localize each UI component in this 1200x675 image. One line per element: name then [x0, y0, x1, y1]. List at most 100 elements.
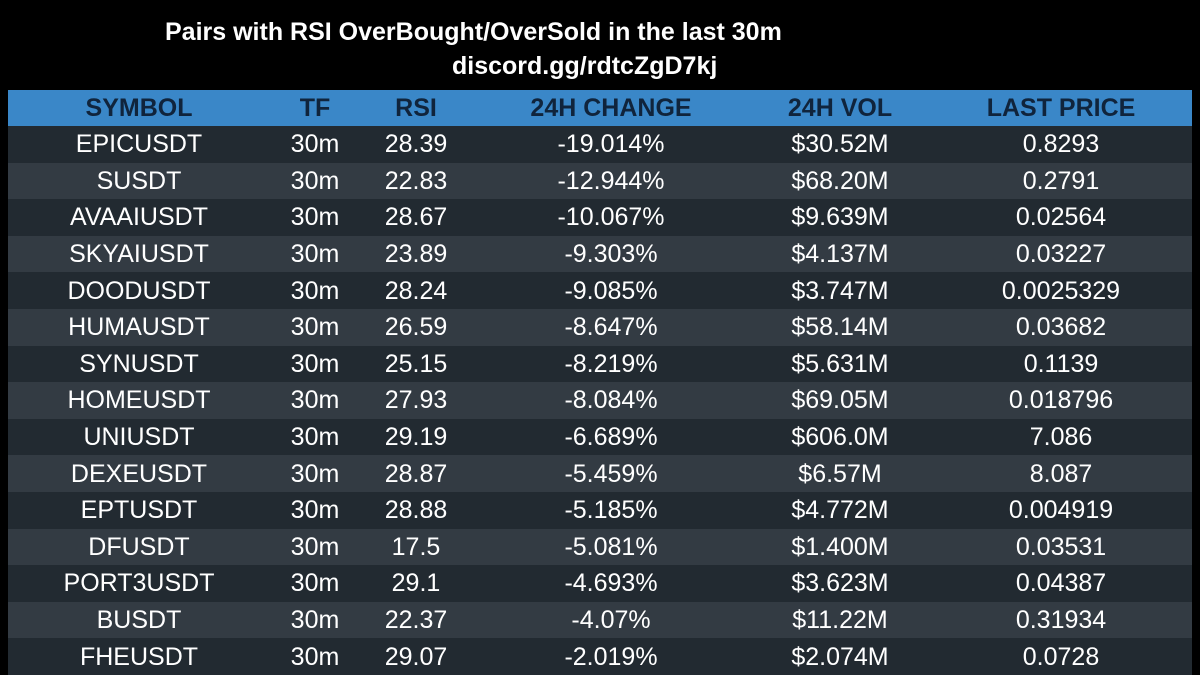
table-row: SYNUSDT 30m 25.15 -8.219% $5.631M 0.1139: [8, 345, 1192, 383]
cell-symbol: HUMAUSDT: [68, 313, 210, 342]
cell-24h-vol: $58.14M: [791, 313, 889, 342]
cell-24h-change: -10.067%: [557, 203, 665, 232]
cell-last-price: 0.2791: [1022, 166, 1100, 195]
cell-symbol: EPICUSDT: [75, 130, 203, 159]
cell-last-price: 0.8293: [1022, 130, 1100, 159]
cell-24h-vol: $69.05M: [791, 386, 889, 415]
table-row: UNIUSDT 30m 29.19 -6.689% $606.0M 7.086: [8, 418, 1192, 456]
table-row: FHEUSDT 30m 29.07 -2.019% $2.074M 0.0728: [8, 638, 1192, 675]
cell-tf: 30m: [290, 166, 340, 195]
cell-symbol: SUSDT: [96, 166, 182, 195]
column-header-last-price: LAST PRICE: [986, 94, 1136, 122]
table-row: AVAAIUSDT 30m 28.67 -10.067% $9.639M 0.02564: [8, 199, 1192, 236]
cell-24h-change: -9.085%: [564, 276, 658, 305]
cell-24h-change: -8.084%: [564, 386, 658, 415]
cell-24h-change: -4.07%: [571, 606, 651, 635]
cell-tf: 30m: [290, 313, 340, 342]
cell-rsi: 23.89: [384, 240, 448, 269]
cell-last-price: 0.31934: [1015, 606, 1107, 635]
cell-rsi: 26.59: [384, 313, 448, 342]
cell-24h-vol: $3.747M: [791, 276, 889, 305]
cell-tf: 30m: [290, 203, 340, 232]
discord-link: discord.gg/rdtcZgD7kj: [452, 52, 718, 80]
column-header-symbol: SYMBOL: [85, 94, 193, 122]
cell-tf: 30m: [290, 459, 340, 488]
cell-tf: 30m: [290, 240, 340, 269]
cell-rsi: 27.93: [384, 386, 448, 415]
table-row: DFUSDT 30m 17.5 -5.081% $1.400M 0.03531: [8, 528, 1192, 566]
cell-last-price: 0.03227: [1015, 240, 1107, 269]
cell-24h-vol: $3.623M: [791, 569, 889, 598]
cell-tf: 30m: [290, 349, 340, 378]
table-row: BUSDT 30m 22.37 -4.07% $11.22M 0.31934: [8, 601, 1192, 639]
cell-rsi: 29.07: [384, 642, 448, 671]
cell-tf: 30m: [290, 130, 340, 159]
table-row: PORT3USDT 30m 29.1 -4.693% $3.623M 0.04387: [8, 565, 1192, 602]
cell-rsi: 28.39: [384, 130, 448, 159]
cell-24h-vol: $11.22M: [792, 606, 888, 635]
cell-tf: 30m: [290, 276, 340, 305]
cell-24h-change: -2.019%: [564, 642, 658, 671]
cell-24h-vol: $68.20M: [791, 166, 889, 195]
cell-last-price: 0.0728: [1022, 642, 1100, 671]
cell-symbol: DFUSDT: [88, 532, 190, 561]
cell-rsi: 22.37: [384, 606, 448, 635]
cell-symbol: AVAAIUSDT: [70, 203, 208, 232]
cell-tf: 30m: [290, 532, 340, 561]
cell-symbol: DEXEUSDT: [70, 459, 208, 488]
cell-rsi: 28.24: [384, 276, 448, 305]
cell-tf: 30m: [290, 569, 340, 598]
table-row: DOODUSDT 30m 28.24 -9.085% $3.747M 0.0025329: [8, 272, 1192, 309]
rsi-table: SYMBOL TF RSI 24H CHANGE 24H VOL LAST PR…: [8, 90, 1192, 675]
cell-24h-change: -5.081%: [564, 532, 658, 561]
cell-last-price: 0.018796: [1008, 386, 1114, 415]
table-row: SUSDT 30m 22.83 -12.944% $68.20M 0.2791: [8, 162, 1192, 200]
cell-last-price: 0.04387: [1015, 569, 1107, 598]
page-title: Pairs with RSI OverBought/OverSold in th…: [165, 18, 782, 46]
cell-24h-change: -8.647%: [564, 313, 658, 342]
cell-last-price: 0.1139: [1023, 349, 1099, 378]
cell-24h-vol: $5.631M: [791, 349, 889, 378]
table-row: HOMEUSDT 30m 27.93 -8.084% $69.05M 0.018796: [8, 382, 1192, 419]
table-row: EPICUSDT 30m 28.39 -19.014% $30.52M 0.8293: [8, 126, 1192, 163]
table-row: DEXEUSDT 30m 28.87 -5.459% $6.57M 8.087: [8, 455, 1192, 492]
cell-24h-vol: $2.074M: [791, 642, 889, 671]
table-row: EPTUSDT 30m 28.88 -5.185% $4.772M 0.004919: [8, 491, 1192, 529]
cell-last-price: 0.004919: [1008, 496, 1114, 525]
cell-symbol: UNIUSDT: [83, 423, 195, 452]
cell-rsi: 17.5: [391, 532, 441, 561]
cell-last-price: 0.03531: [1015, 532, 1107, 561]
cell-last-price: 8.087: [1029, 459, 1093, 488]
cell-symbol: PORT3USDT: [63, 569, 215, 598]
cell-rsi: 29.19: [384, 423, 448, 452]
cell-symbol: FHEUSDT: [79, 642, 199, 671]
cell-tf: 30m: [290, 423, 340, 452]
cell-24h-vol: $30.52M: [791, 130, 889, 159]
table-row: HUMAUSDT 30m 26.59 -8.647% $58.14M 0.03682: [8, 308, 1192, 346]
cell-symbol: SYNUSDT: [79, 349, 199, 378]
column-header-tf: TF: [299, 94, 331, 122]
cell-symbol: EPTUSDT: [80, 496, 198, 525]
column-header-24h-vol: 24H VOL: [787, 94, 893, 122]
cell-symbol: HOMEUSDT: [67, 386, 211, 415]
cell-24h-vol: $4.137M: [791, 240, 889, 269]
cell-24h-vol: $4.772M: [791, 496, 889, 525]
cell-24h-change: -5.185%: [564, 496, 658, 525]
cell-24h-change: -8.219%: [564, 349, 658, 378]
cell-symbol: DOODUSDT: [67, 276, 211, 305]
cell-last-price: 0.0025329: [1001, 276, 1121, 305]
cell-tf: 30m: [290, 606, 340, 635]
cell-24h-change: -9.303%: [564, 240, 658, 269]
cell-rsi: 28.67: [384, 203, 448, 232]
cell-24h-vol: $6.57M: [798, 459, 882, 488]
cell-tf: 30m: [290, 642, 340, 671]
cell-rsi: 25.15: [384, 349, 448, 378]
column-header-24h-change: 24H CHANGE: [530, 94, 692, 122]
cell-24h-vol: $606.0M: [791, 423, 889, 452]
cell-24h-change: -4.693%: [564, 569, 658, 598]
cell-tf: 30m: [290, 496, 340, 525]
cell-last-price: 0.02564: [1015, 203, 1107, 232]
cell-24h-vol: $1.400M: [791, 532, 889, 561]
cell-rsi: 28.88: [384, 496, 448, 525]
cell-24h-change: -6.689%: [564, 423, 658, 452]
